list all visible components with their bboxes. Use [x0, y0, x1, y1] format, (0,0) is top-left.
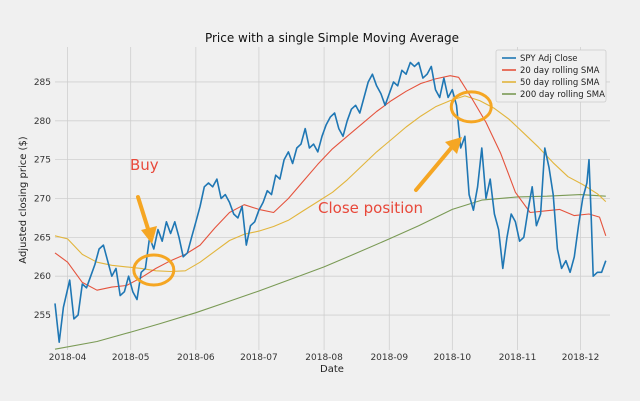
buy-circle: [132, 253, 176, 287]
x-tick-label: 2018-07: [240, 353, 278, 363]
legend-label: 200 day rolling SMA: [520, 90, 605, 100]
y-tick-label: 260: [34, 272, 51, 282]
y-tick-label: 270: [34, 195, 51, 205]
legend-label: 50 day rolling SMA: [520, 78, 600, 88]
buy-arrow: [136, 195, 157, 244]
y-axis-label: Adjusted closing price ($): [18, 136, 29, 264]
close-position-arrow: [414, 137, 462, 192]
annotation-markers: [132, 90, 493, 287]
legend-box: [495, 49, 607, 103]
legend-item-50-day-sma: 50 day rolling SMA: [502, 78, 600, 88]
series-line-20-day-rolling-sma: [54, 75, 607, 291]
chart-title: Price with a single Simple Moving Averag…: [205, 31, 459, 45]
series-line-200-day-rolling-sma: [54, 194, 606, 350]
close-position-annotation: Close position: [318, 199, 423, 217]
x-tick-label: 2018-10: [434, 353, 472, 363]
x-tick-label: 2018-04: [49, 353, 87, 363]
legend-label: 20 day rolling SMA: [520, 66, 600, 76]
x-tick-label: 2018-06: [177, 353, 215, 363]
y-tick-labels: 255 260 265 270 275 280 285: [34, 78, 51, 321]
buy-annotation: Buy: [130, 156, 159, 174]
x-tick-labels: 2018-04 2018-05 2018-06 2018-07 2018-08 2018-…: [49, 353, 600, 363]
legend-item-20-day-sma: 20 day rolling SMA: [502, 66, 600, 76]
y-tick-label: 280: [34, 117, 51, 127]
legend-item-spy-adj-close: SPY Adj Close: [502, 54, 578, 64]
y-tick-label: 255: [34, 311, 51, 321]
series-line-50-day-rolling-sma: [54, 95, 607, 273]
y-tick-label: 265: [34, 233, 51, 243]
x-tick-label: 2018-11: [499, 353, 537, 363]
legend-item-200-day-sma: 200 day rolling SMA: [502, 90, 605, 100]
x-tick-label: 2018-12: [562, 353, 600, 363]
y-tick-label: 275: [34, 156, 51, 166]
x-tick-label: 2018-05: [112, 353, 150, 363]
legend-label: SPY Adj Close: [520, 54, 578, 64]
x-axis-label: Date: [320, 364, 344, 375]
y-tick-label: 285: [34, 78, 51, 88]
close-circle: [449, 90, 493, 124]
x-tick-label: 2018-08: [305, 353, 343, 363]
legend: SPY Adj Close 20 day rolling SMA 50 day …: [495, 49, 607, 103]
x-tick-label: 2018-09: [370, 353, 408, 363]
